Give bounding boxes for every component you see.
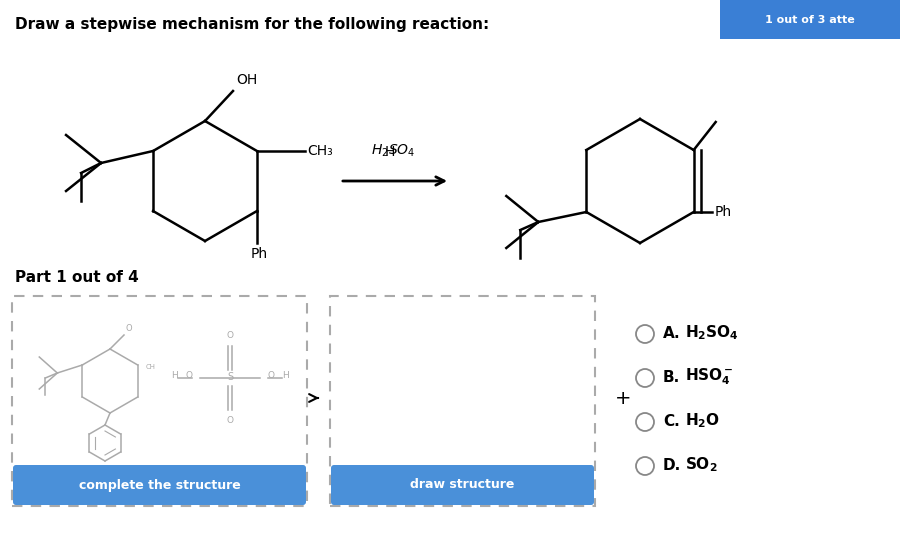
Text: B.: B. (663, 369, 680, 384)
Text: A.: A. (663, 325, 680, 340)
Text: CH₃: CH₃ (307, 144, 333, 158)
FancyBboxPatch shape (12, 296, 307, 506)
Text: O: O (227, 416, 233, 425)
FancyBboxPatch shape (13, 465, 306, 505)
Text: O: O (268, 371, 275, 381)
Text: Ph: Ph (250, 247, 267, 261)
Text: H: H (171, 371, 178, 381)
Text: O: O (185, 371, 192, 381)
Text: 1 out of 3 atte: 1 out of 3 atte (765, 15, 855, 25)
Text: +: + (615, 389, 631, 407)
Text: $\mathbf{SO_2}$: $\mathbf{SO_2}$ (685, 456, 717, 474)
FancyBboxPatch shape (330, 296, 595, 506)
Text: OH: OH (236, 73, 257, 87)
Text: CH: CH (146, 364, 156, 370)
Text: C.: C. (663, 413, 680, 428)
Text: Draw a stepwise mechanism for the following reaction:: Draw a stepwise mechanism for the follow… (15, 17, 490, 32)
Text: D.: D. (663, 458, 681, 473)
Text: draw structure: draw structure (410, 479, 515, 492)
Text: Part 1 out of 4: Part 1 out of 4 (15, 271, 139, 286)
Text: $\mathbf{H_2O}$: $\mathbf{H_2O}$ (685, 412, 720, 430)
Text: H: H (384, 145, 395, 159)
Text: Ph: Ph (715, 205, 732, 219)
FancyBboxPatch shape (720, 0, 900, 39)
Text: S: S (227, 372, 233, 382)
FancyBboxPatch shape (331, 465, 594, 505)
Text: O: O (126, 324, 132, 333)
Text: H: H (282, 371, 289, 381)
Text: $H_2SO_4$: $H_2SO_4$ (371, 143, 415, 159)
Text: O: O (227, 331, 233, 340)
Text: $\mathbf{H_2SO_4}$: $\mathbf{H_2SO_4}$ (685, 324, 739, 343)
Text: complete the structure: complete the structure (78, 479, 240, 492)
Text: $\mathbf{HSO_4^-}$: $\mathbf{HSO_4^-}$ (685, 367, 733, 387)
